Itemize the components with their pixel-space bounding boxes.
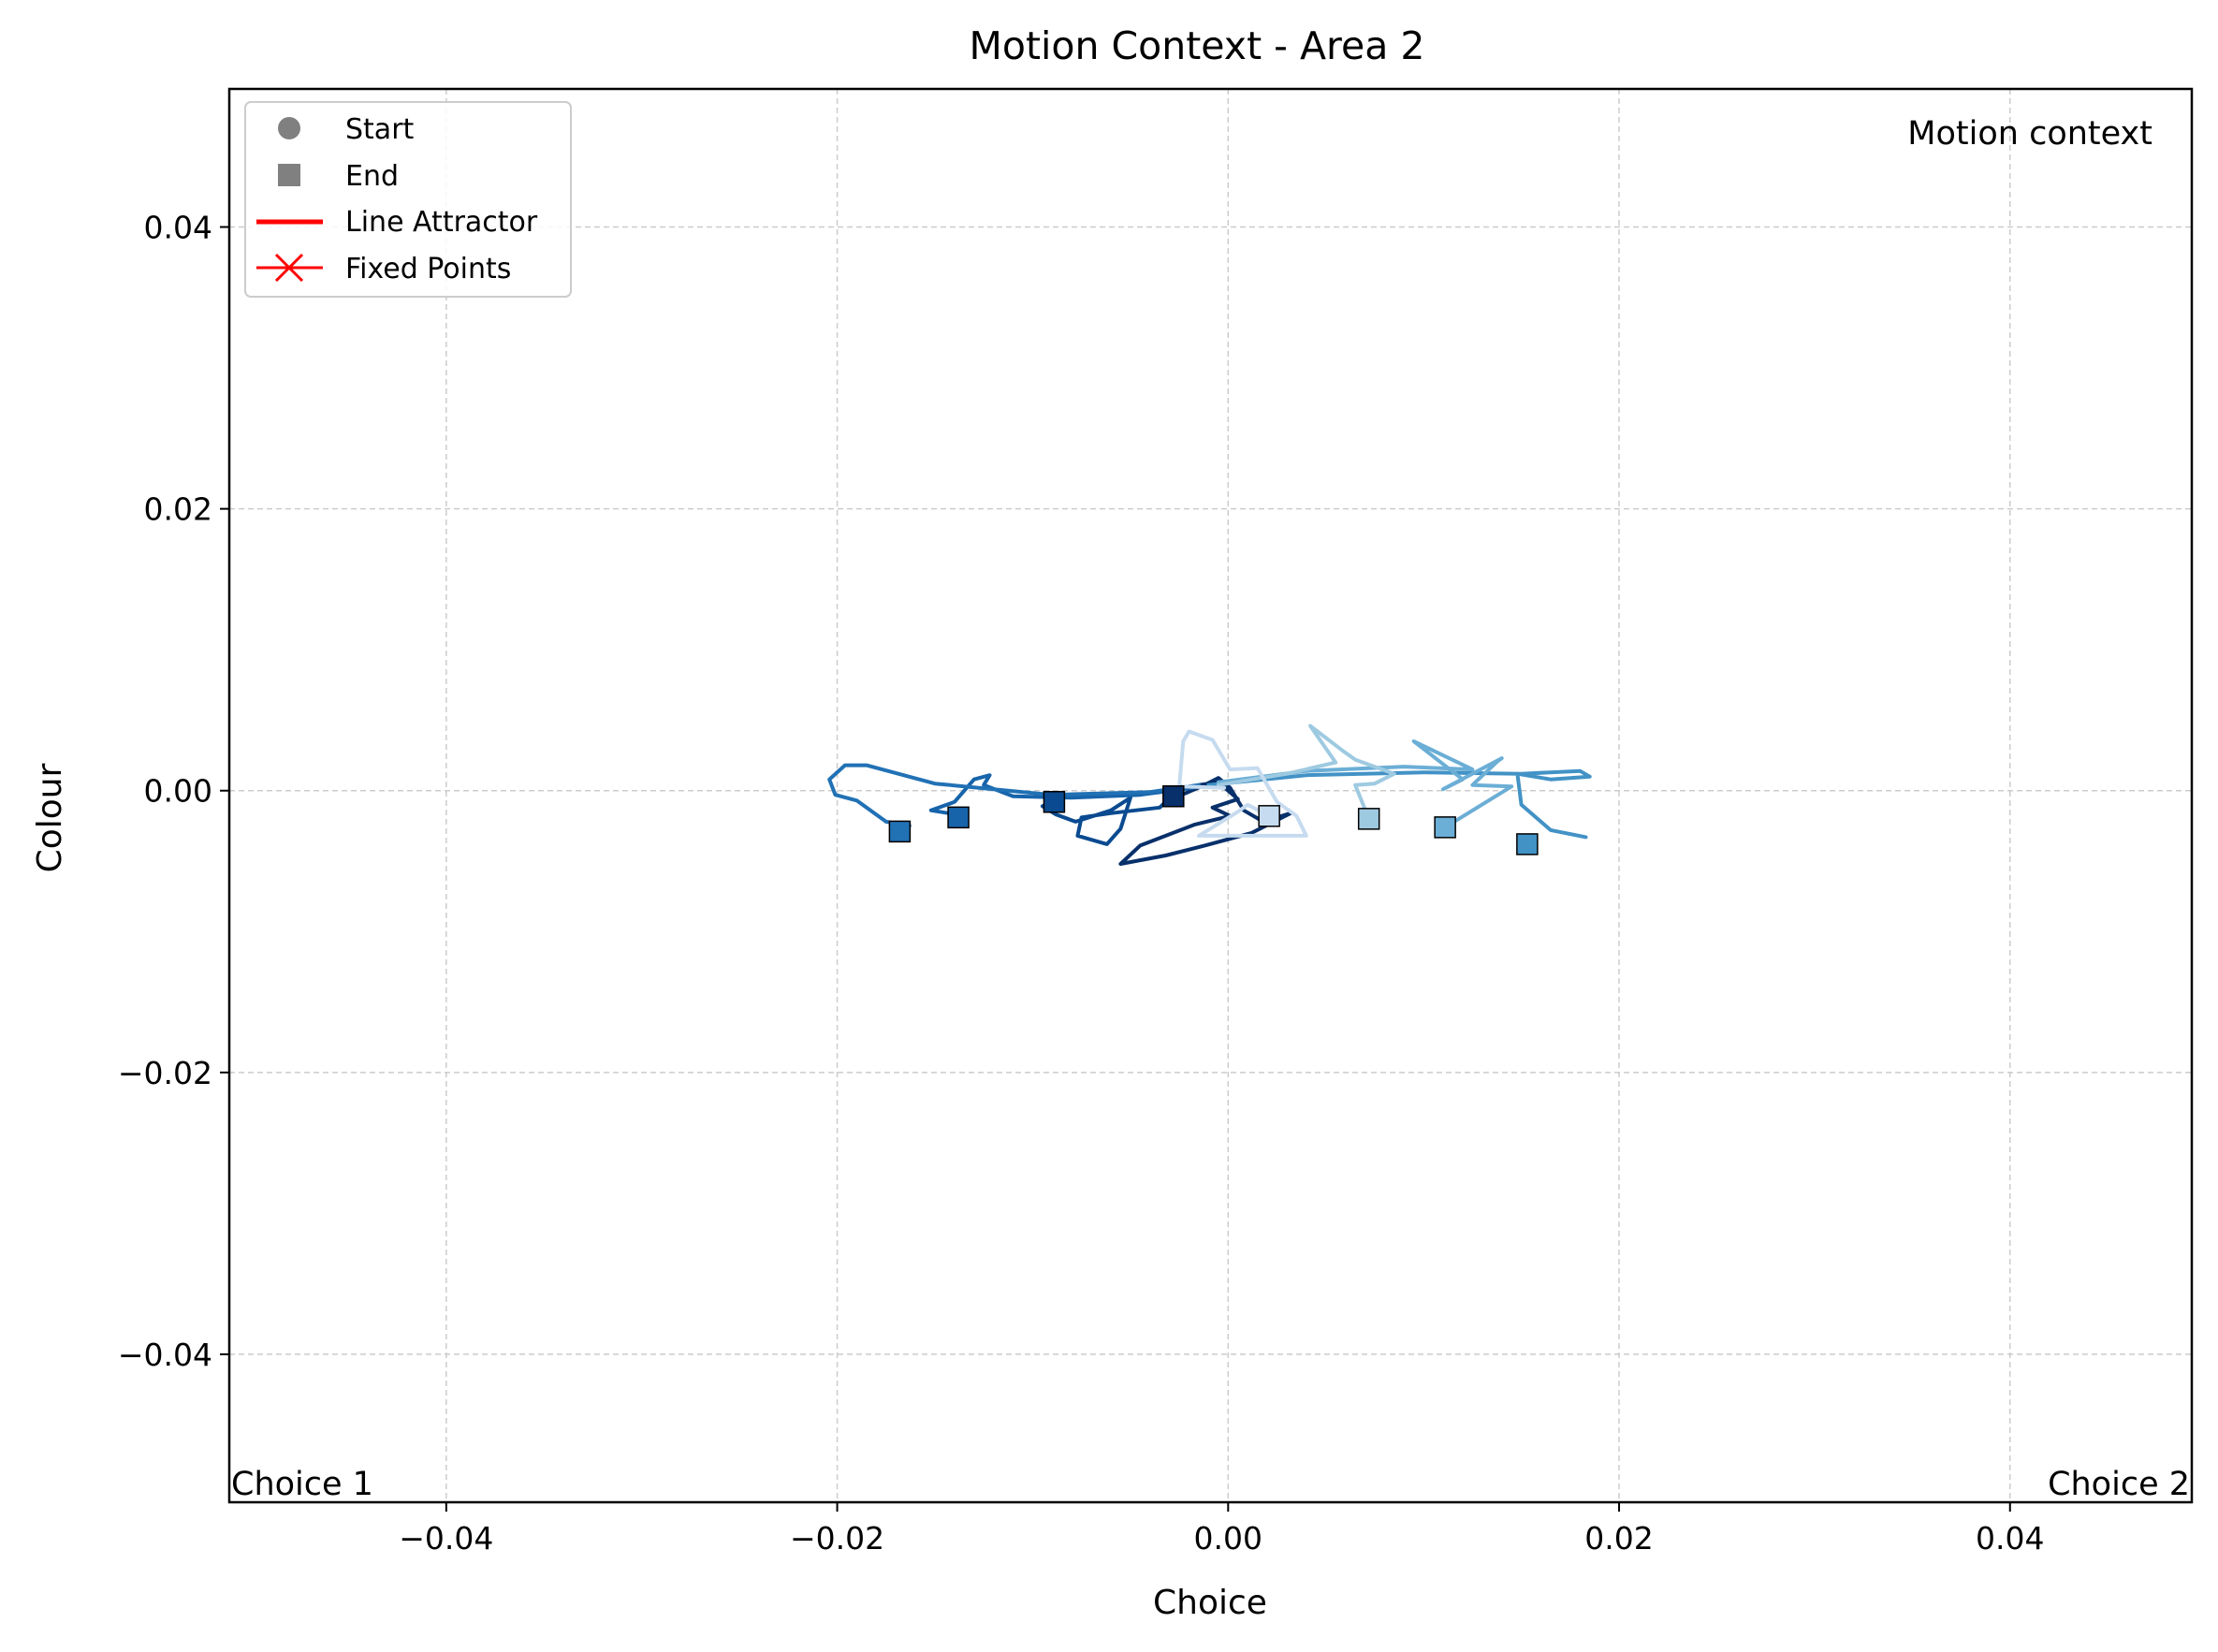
end-marker: [1258, 805, 1280, 827]
legend-start-label: Start: [345, 113, 415, 146]
x-tick-label: 0.04: [1976, 1520, 2044, 1557]
x-tick-label: −0.04: [399, 1520, 493, 1557]
end-marker: [947, 806, 970, 829]
x-axis-label: Choice: [1153, 1584, 1267, 1622]
legend-fixed-points-label: Fixed Points: [345, 253, 511, 285]
trajectory-line: [1216, 724, 1396, 821]
legend: Start End Line Attractor Fixed Points: [244, 101, 572, 298]
choice-2-annotation: Choice 2: [2048, 1466, 2190, 1503]
legend-box: [244, 101, 572, 298]
x-tick-label: 0.02: [1584, 1520, 1653, 1557]
legend-fixed-points-x-b: [274, 253, 304, 283]
trajectory-line: [1118, 776, 1293, 866]
context-annotation: Motion context: [1907, 115, 2152, 153]
y-tick-label: 0.04: [144, 210, 212, 246]
y-tick-label: 0.02: [144, 491, 212, 528]
x-tick-label: 0.00: [1194, 1520, 1262, 1557]
trajectory-line: [1040, 784, 1184, 846]
plot-area-frame: [227, 87, 2194, 1504]
choice-1-annotation: Choice 1: [231, 1466, 373, 1503]
y-tick-label: −0.02: [118, 1055, 212, 1091]
legend-start-marker: [278, 117, 300, 139]
legend-line-attractor-label: Line Attractor: [345, 206, 538, 239]
tick-layer: −0.04 −0.02 0.00 0.02 0.04 −0.04 −0.02 0.00 0.02…: [118, 210, 2045, 1557]
legend-end-marker: [278, 164, 300, 186]
legend-end-label: End: [345, 160, 399, 193]
trajectory-line: [1206, 768, 1592, 840]
end-marker: [888, 820, 912, 843]
trajectory-line: [928, 773, 1195, 820]
end-marker: [1516, 833, 1539, 855]
y-tick-label: −0.04: [118, 1337, 212, 1373]
trajectory-line: [1177, 729, 1308, 838]
end-marker: [1043, 791, 1066, 813]
chart-title: Motion Context - Area 2: [970, 23, 1425, 68]
y-tick-label: 0.00: [144, 773, 212, 810]
end-marker: [1357, 808, 1380, 830]
end-marker: [1434, 816, 1456, 839]
end-marker: [1162, 785, 1185, 808]
x-tick-label: −0.02: [790, 1520, 884, 1557]
trajectory-line: [1216, 739, 1514, 829]
y-axis-label: Colour: [31, 763, 69, 872]
end-marker-layer: [888, 785, 1539, 855]
